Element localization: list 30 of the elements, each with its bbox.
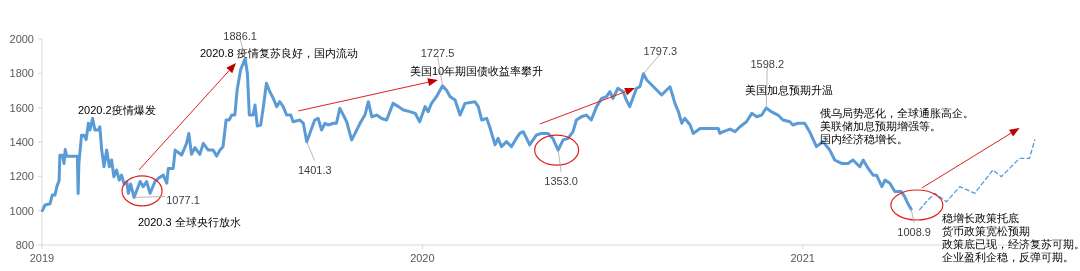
annotation: 稳增长政策托底 bbox=[942, 212, 1019, 224]
annotation: 2020.2疫情爆发 bbox=[78, 104, 156, 116]
annotation: 1401.3 bbox=[297, 163, 332, 176]
annotation: 国内经济稳增长。 bbox=[820, 133, 908, 145]
x-tick-label: 2019 bbox=[29, 252, 55, 264]
text: 企业盈利企稳，反弹可期。 bbox=[942, 251, 1074, 263]
annotation: 货币政策宽松预期 bbox=[942, 225, 1030, 237]
annotation: 俄乌局势恶化，全球通胀高企。 bbox=[820, 107, 974, 119]
annotation: 1353.0 bbox=[544, 175, 578, 188]
y-tick-label: 2000 bbox=[9, 33, 34, 45]
annotation: 政策底已现，经济复苏可期。 bbox=[942, 238, 1080, 250]
annotation: 美国加息预期升温 bbox=[745, 84, 833, 96]
annotation: 1598.2 bbox=[750, 57, 785, 70]
y-tick-label: 1600 bbox=[9, 101, 34, 114]
annotation: 2020.3 全球央行放水 bbox=[138, 216, 241, 228]
y-tick-label: 1200 bbox=[9, 170, 34, 183]
y-tick-label: 800 bbox=[15, 239, 34, 251]
annotation: 美联储加息预期增强等。 bbox=[820, 120, 941, 132]
y-tick-label: 1800 bbox=[9, 67, 34, 80]
annotation: 1797.3 bbox=[643, 44, 678, 57]
annotation: 1727.5 bbox=[420, 46, 455, 59]
annotation: 美国10年期国债收益率攀升 bbox=[410, 65, 544, 77]
annotation: 2020.8 疫情复苏良好，国内流动 bbox=[200, 47, 358, 59]
y-tick-label: 1000 bbox=[9, 204, 34, 217]
annotation: 1886.1 bbox=[223, 29, 257, 42]
x-tick-label: 2021 bbox=[790, 252, 815, 264]
y-tick-label: 1400 bbox=[9, 136, 34, 148]
annotation: 1077.1 bbox=[166, 194, 200, 207]
annotation: 1008.9 bbox=[897, 226, 931, 239]
x-tick-label: 2020 bbox=[410, 252, 435, 264]
